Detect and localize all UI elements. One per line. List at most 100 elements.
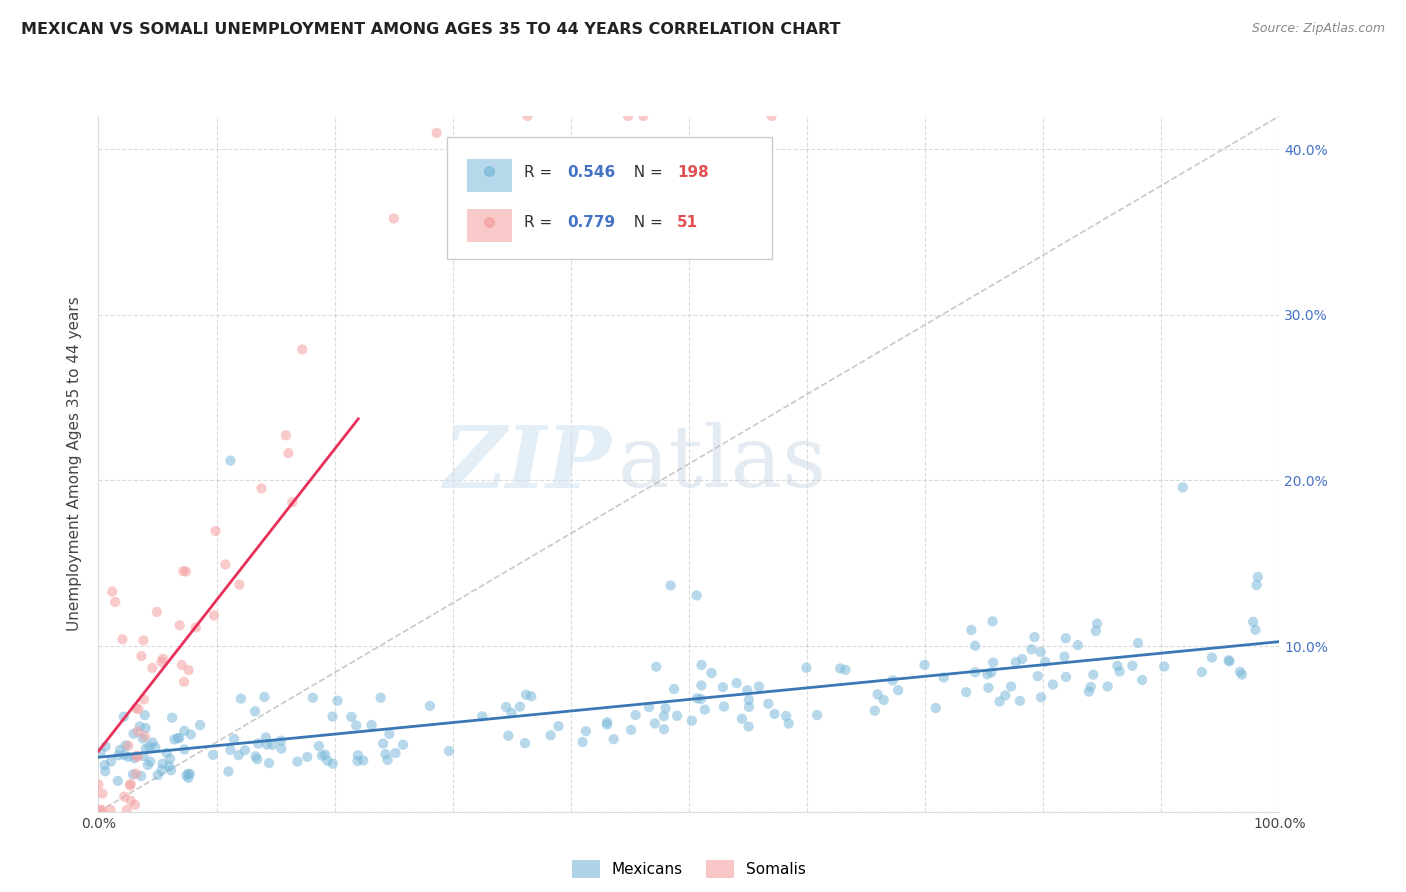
Point bbox=[778, 716, 800, 731]
Point bbox=[301, 690, 323, 705]
Point bbox=[270, 733, 292, 747]
Point bbox=[980, 665, 1002, 680]
Point bbox=[100, 755, 122, 769]
Point bbox=[1121, 658, 1143, 673]
Point bbox=[806, 708, 828, 723]
Point bbox=[89, 803, 111, 817]
Point bbox=[125, 701, 148, 715]
Point bbox=[101, 584, 124, 599]
Point bbox=[160, 764, 183, 778]
Text: R =: R = bbox=[523, 165, 557, 180]
Point bbox=[437, 744, 460, 758]
Point bbox=[571, 735, 593, 749]
Point bbox=[122, 727, 145, 741]
Point bbox=[981, 656, 1004, 670]
Point bbox=[360, 718, 382, 732]
Point bbox=[247, 737, 270, 751]
Point bbox=[378, 727, 401, 741]
Point bbox=[1218, 654, 1240, 668]
Point bbox=[347, 748, 370, 763]
Point bbox=[761, 109, 783, 123]
Point bbox=[384, 746, 406, 760]
Point bbox=[1085, 616, 1108, 631]
Point bbox=[645, 659, 668, 673]
Point bbox=[308, 739, 330, 753]
Point bbox=[246, 752, 269, 766]
Point bbox=[202, 608, 225, 623]
Point bbox=[738, 699, 761, 714]
Point bbox=[146, 605, 169, 619]
Point bbox=[143, 740, 166, 755]
Point bbox=[690, 678, 713, 692]
Point bbox=[644, 716, 666, 731]
Point bbox=[495, 700, 517, 714]
Point bbox=[976, 667, 998, 681]
Point bbox=[377, 753, 399, 767]
Point bbox=[245, 749, 267, 764]
Point bbox=[981, 615, 1004, 629]
Point bbox=[617, 109, 640, 123]
Point bbox=[513, 736, 536, 750]
FancyBboxPatch shape bbox=[447, 136, 772, 259]
Point bbox=[270, 741, 292, 756]
Point bbox=[1084, 624, 1107, 638]
Point bbox=[1097, 680, 1119, 694]
Point bbox=[965, 639, 987, 653]
Point bbox=[1247, 570, 1270, 584]
Text: N =: N = bbox=[624, 216, 668, 230]
Point bbox=[250, 482, 273, 496]
Point bbox=[94, 739, 117, 754]
Y-axis label: Unemployment Among Ages 35 to 44 years: Unemployment Among Ages 35 to 44 years bbox=[67, 296, 83, 632]
Point bbox=[370, 690, 392, 705]
Point bbox=[117, 750, 139, 764]
Point bbox=[177, 663, 200, 677]
Point bbox=[419, 698, 441, 713]
Point bbox=[120, 779, 142, 793]
Point bbox=[287, 755, 309, 769]
Point bbox=[254, 731, 277, 745]
Point bbox=[179, 767, 201, 781]
Point bbox=[515, 688, 537, 702]
Point bbox=[1024, 630, 1046, 644]
Point bbox=[382, 211, 405, 226]
Point bbox=[90, 803, 112, 817]
Point bbox=[633, 109, 655, 123]
Point bbox=[1026, 669, 1049, 683]
Point bbox=[141, 661, 163, 675]
Point bbox=[326, 694, 349, 708]
Text: N =: N = bbox=[624, 165, 668, 180]
Point bbox=[322, 756, 344, 771]
Point bbox=[233, 743, 256, 757]
Point bbox=[291, 343, 314, 357]
Point bbox=[108, 743, 131, 757]
Point bbox=[120, 777, 142, 791]
Point bbox=[146, 768, 169, 782]
Point bbox=[163, 732, 186, 747]
Point bbox=[960, 623, 983, 637]
Point bbox=[125, 766, 148, 780]
Point bbox=[1241, 615, 1264, 629]
Point bbox=[796, 661, 818, 675]
Point bbox=[262, 738, 284, 752]
Point bbox=[274, 428, 297, 442]
Point bbox=[994, 689, 1017, 703]
Point bbox=[374, 747, 396, 762]
Point bbox=[141, 735, 163, 749]
Point bbox=[174, 565, 197, 579]
Point bbox=[1077, 684, 1099, 698]
Point bbox=[169, 731, 191, 745]
Point bbox=[156, 746, 179, 760]
FancyBboxPatch shape bbox=[467, 209, 512, 243]
Point bbox=[1011, 652, 1033, 666]
Point bbox=[100, 803, 122, 817]
Point bbox=[713, 699, 735, 714]
Point bbox=[128, 719, 150, 733]
Text: 51: 51 bbox=[678, 216, 699, 230]
Point bbox=[509, 699, 531, 714]
Point bbox=[498, 729, 520, 743]
Point bbox=[775, 709, 797, 723]
Point bbox=[129, 769, 152, 783]
Point bbox=[686, 691, 709, 706]
Point bbox=[132, 633, 155, 648]
Point bbox=[540, 728, 562, 742]
